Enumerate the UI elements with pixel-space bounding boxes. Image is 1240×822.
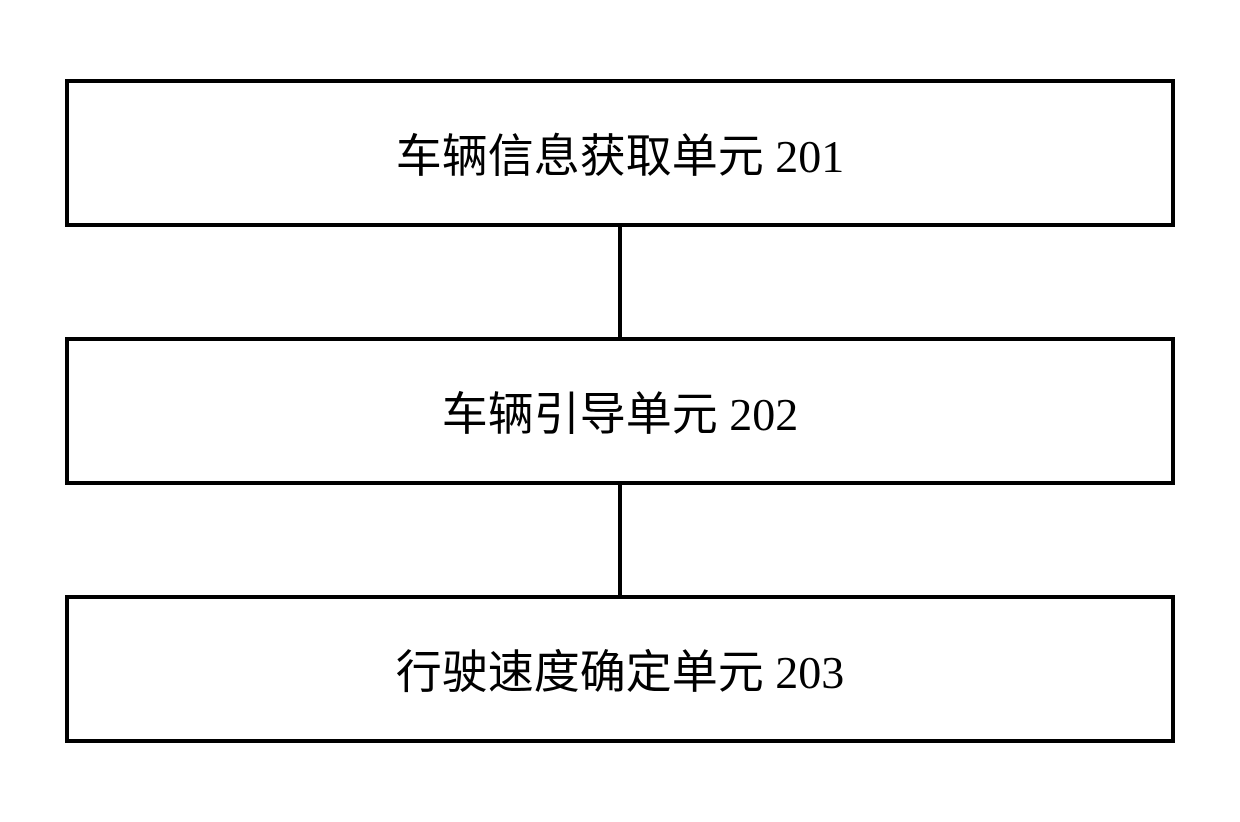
node-203: 行驶速度确定单元 203 bbox=[65, 595, 1175, 743]
flowchart-diagram: 车辆信息获取单元 201 车辆引导单元 202 行驶速度确定单元 203 bbox=[65, 79, 1175, 743]
node-202: 车辆引导单元 202 bbox=[65, 337, 1175, 485]
node-201: 车辆信息获取单元 201 bbox=[65, 79, 1175, 227]
edge-201-202 bbox=[618, 227, 622, 337]
edge-202-203 bbox=[618, 485, 622, 595]
